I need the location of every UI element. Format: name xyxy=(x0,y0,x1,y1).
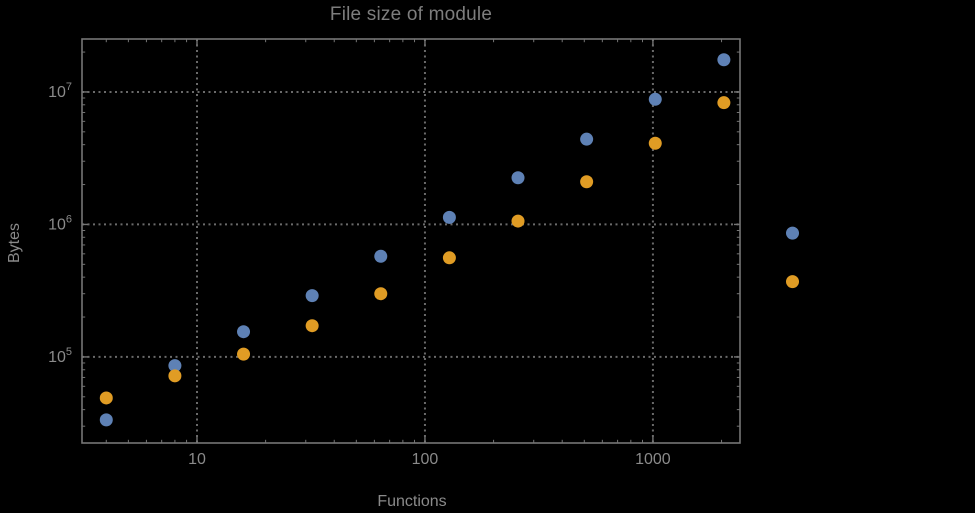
x-tick-label: 1000 xyxy=(635,451,671,468)
plot-frame xyxy=(81,38,741,444)
data-point-series-blue xyxy=(648,92,662,106)
data-point-series-orange xyxy=(99,391,113,405)
data-point-series-blue xyxy=(786,226,800,240)
x-tick-label: 10 xyxy=(188,451,206,468)
data-point-series-orange xyxy=(717,96,731,110)
data-point-series-blue xyxy=(237,325,251,339)
data-point-series-blue xyxy=(305,289,319,303)
data-point-series-orange xyxy=(374,287,388,301)
y-tick-label: 107 xyxy=(48,81,72,101)
data-point-series-blue xyxy=(168,359,182,373)
data-point-series-orange xyxy=(168,369,182,383)
data-point-series-blue xyxy=(99,413,113,427)
data-point-series-orange xyxy=(580,175,594,189)
data-point-series-blue xyxy=(442,210,456,224)
data-point-series-blue xyxy=(511,171,525,185)
y-tick-label: 106 xyxy=(48,213,72,233)
data-point-series-orange xyxy=(237,347,251,361)
data-point-series-orange xyxy=(305,319,319,333)
data-point-series-blue xyxy=(717,53,731,67)
y-tick-label: 105 xyxy=(48,346,72,366)
data-point-series-orange xyxy=(442,251,456,265)
data-point-series-blue xyxy=(374,249,388,263)
data-point-series-blue xyxy=(580,132,594,146)
chart-title: File size of module xyxy=(329,4,493,25)
x-tick-label: 100 xyxy=(412,451,439,468)
x-axis-label: Functions xyxy=(377,493,447,510)
y-axis-label: Bytes xyxy=(6,222,23,264)
data-point-series-orange xyxy=(786,275,800,289)
data-point-series-orange xyxy=(511,214,525,228)
data-point-series-orange xyxy=(648,136,662,150)
